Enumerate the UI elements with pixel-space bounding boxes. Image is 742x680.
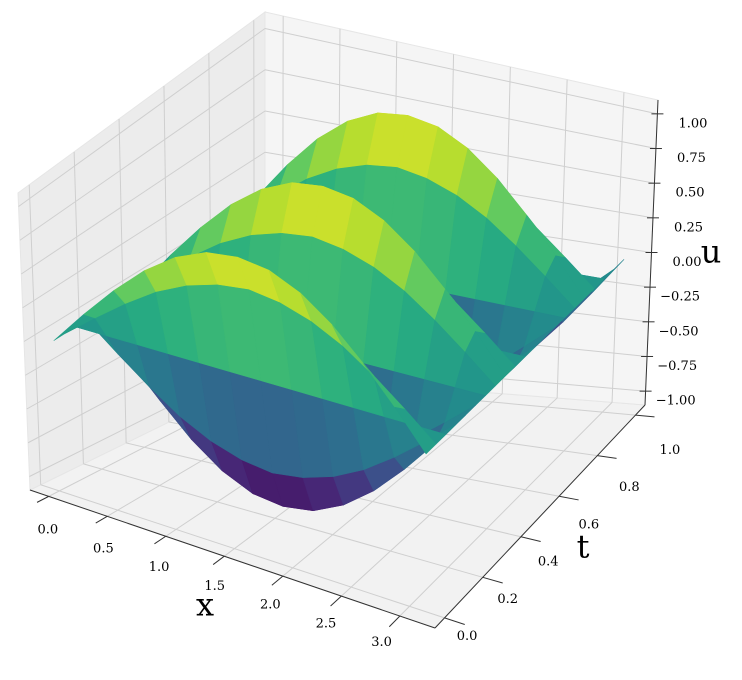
- t-tick-label: 0.0: [457, 629, 478, 644]
- z-tick-label: 1.00: [678, 116, 707, 131]
- t-tick-mark: [482, 576, 503, 584]
- z-tick-label: 0.00: [673, 255, 702, 270]
- z-tick-label: −0.25: [660, 290, 700, 305]
- x-axis-title: x: [196, 586, 214, 624]
- z-tick-label: 0.75: [677, 151, 706, 166]
- x-tick-mark: [271, 575, 284, 586]
- t-tick-label: 0.8: [619, 480, 640, 495]
- t-tick-label: 0.4: [538, 555, 559, 570]
- z-axis-line: [644, 99, 659, 406]
- t-tick-mark: [597, 455, 617, 459]
- labels: x t u 0.0 0.5 1.0 1.5 2.0 2.5 3.0 0.0 0.2 0.4 0.6 0…: [37, 116, 721, 650]
- x-tick-mark: [36, 495, 49, 503]
- axes: [29, 99, 664, 629]
- u-axis-title: u: [701, 233, 722, 271]
- x-tick-mark: [388, 615, 401, 628]
- z-tick-label: 0.50: [676, 186, 705, 201]
- x-tick-label: 0.0: [37, 523, 58, 538]
- t-tick-mark: [558, 495, 579, 501]
- z-tick-label: −0.75: [657, 359, 697, 374]
- grid-line: [264, 69, 657, 150]
- t-tick-label: 1.0: [660, 443, 681, 458]
- x-tick-label: 1.5: [204, 579, 225, 594]
- x-tick-label: 2.5: [316, 616, 337, 631]
- z-tick-label: −0.50: [659, 324, 699, 339]
- x-tick-label: 2.0: [260, 598, 281, 613]
- surface: [53, 112, 625, 511]
- x-tick-mark: [95, 515, 108, 524]
- x-tick-mark: [330, 595, 342, 607]
- t-tick-mark: [444, 617, 465, 625]
- z-tick-label: −1.00: [656, 394, 696, 409]
- t-tick-label: 0.2: [497, 592, 518, 607]
- t-tick-label: 0.6: [578, 517, 599, 532]
- t-tick-mark: [520, 536, 541, 542]
- grid-line: [40, 484, 445, 619]
- x-tick-mark: [212, 555, 225, 565]
- t-tick-mark: [635, 414, 655, 418]
- surface-facet: [394, 407, 437, 455]
- x-axis-line: [29, 489, 436, 629]
- grid-line: [20, 110, 266, 275]
- grid-line: [18, 28, 266, 207]
- grid-line: [282, 393, 503, 577]
- x-tick-label: 3.0: [371, 635, 392, 650]
- grid-line: [341, 397, 558, 597]
- x-tick-label: 0.5: [93, 541, 114, 556]
- x-tick-mark: [154, 535, 167, 545]
- t-axis-title: t: [577, 528, 590, 566]
- grid-line: [399, 402, 613, 617]
- grid-line: [19, 69, 266, 241]
- z-tick-label: 0.25: [674, 220, 703, 235]
- x-tick-label: 1.0: [149, 560, 170, 575]
- grid-line: [264, 28, 658, 115]
- grid-line: [83, 463, 483, 578]
- grid-line: [22, 151, 266, 309]
- t-axis-line: [434, 404, 646, 629]
